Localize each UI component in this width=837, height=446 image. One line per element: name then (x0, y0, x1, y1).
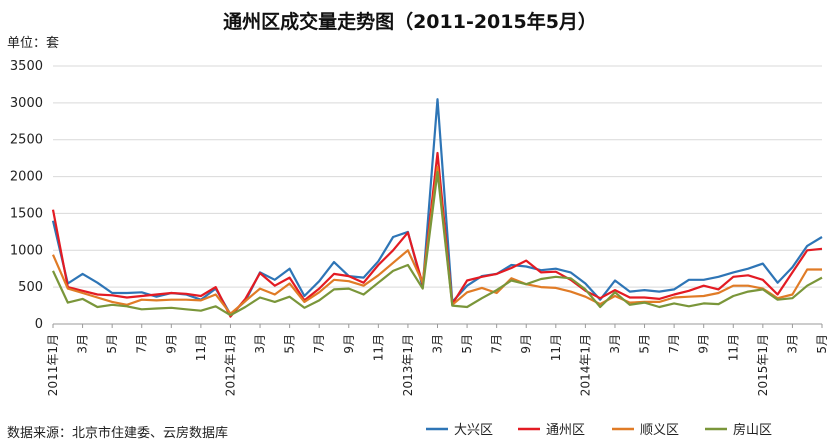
y-tick-label: 3000 (10, 96, 43, 111)
x-tick-label: 3月 (785, 334, 799, 354)
y-axis: 0 500 1000 1500 2000 2500 3000 3500 (10, 59, 43, 332)
x-tick-label: 7月 (667, 334, 681, 354)
series-lines (51, 98, 823, 318)
series-line-2 (51, 151, 823, 318)
x-tick-label: 3月 (431, 334, 445, 354)
legend-label: 通州区 (546, 423, 585, 438)
x-tick-label: 2014年1月 (578, 334, 592, 396)
x-tick-label: 5月 (105, 334, 119, 354)
y-tick-label: 2000 (10, 170, 43, 185)
x-tick-label: 5月 (815, 334, 829, 354)
x-tick-label: 5月 (460, 334, 474, 354)
x-tick-label: 11月 (549, 334, 563, 361)
series-line-1 (51, 98, 823, 316)
x-tick-label: 2011年1月 (46, 334, 60, 396)
legend: 大兴区 通州区 顺义区 房山区 (426, 422, 772, 438)
x-tick-label: 9月 (164, 334, 178, 354)
x-tick-label: 3月 (76, 334, 90, 354)
x-tick-label: 7月 (312, 334, 326, 354)
x-tick-label: 11月 (726, 334, 740, 361)
y-tick-label: 1500 (10, 206, 43, 221)
x-tick-label: 9月 (519, 334, 533, 354)
y-tick-label: 3500 (10, 59, 43, 74)
legend-label: 房山区 (733, 422, 772, 438)
unit-label: 单位：套 (7, 35, 59, 51)
x-tick-label: 5月 (283, 334, 297, 354)
legend-label: 顺义区 (640, 423, 679, 438)
x-tick-label: 7月 (135, 334, 149, 354)
x-tick-label: 5月 (638, 334, 652, 354)
x-tick-label: 9月 (342, 334, 356, 354)
y-tick-label: 0 (35, 317, 43, 332)
x-tick-label: 2013年1月 (401, 334, 415, 396)
x-tick-label: 2015年1月 (756, 334, 770, 396)
y-tick-label: 2500 (10, 133, 43, 148)
x-tick-label: 3月 (608, 334, 622, 354)
chart-title: 通州区成交量走势图（2011-2015年5月） (223, 10, 597, 33)
x-tick-label: 11月 (371, 334, 385, 361)
x-tick-label: 11月 (194, 334, 208, 361)
x-tick-label: 2012年1月 (223, 334, 237, 396)
legend-label: 大兴区 (454, 423, 493, 438)
x-tick-label: 7月 (490, 334, 504, 354)
series-line-3 (51, 165, 822, 315)
source-note: 数据来源：北京市住建委、云房数据库 (7, 425, 228, 441)
x-tick-label: 9月 (697, 334, 711, 354)
y-tick-label: 500 (18, 280, 43, 295)
x-tick-label: 3月 (253, 334, 267, 354)
series-line-4 (52, 171, 823, 317)
y-tick-label: 1000 (10, 243, 43, 258)
x-axis: 2011年1月 3月 5月 7月 9月 11月 2012年1月 3月 5月 7月 9月 11月 2013… (46, 323, 829, 396)
